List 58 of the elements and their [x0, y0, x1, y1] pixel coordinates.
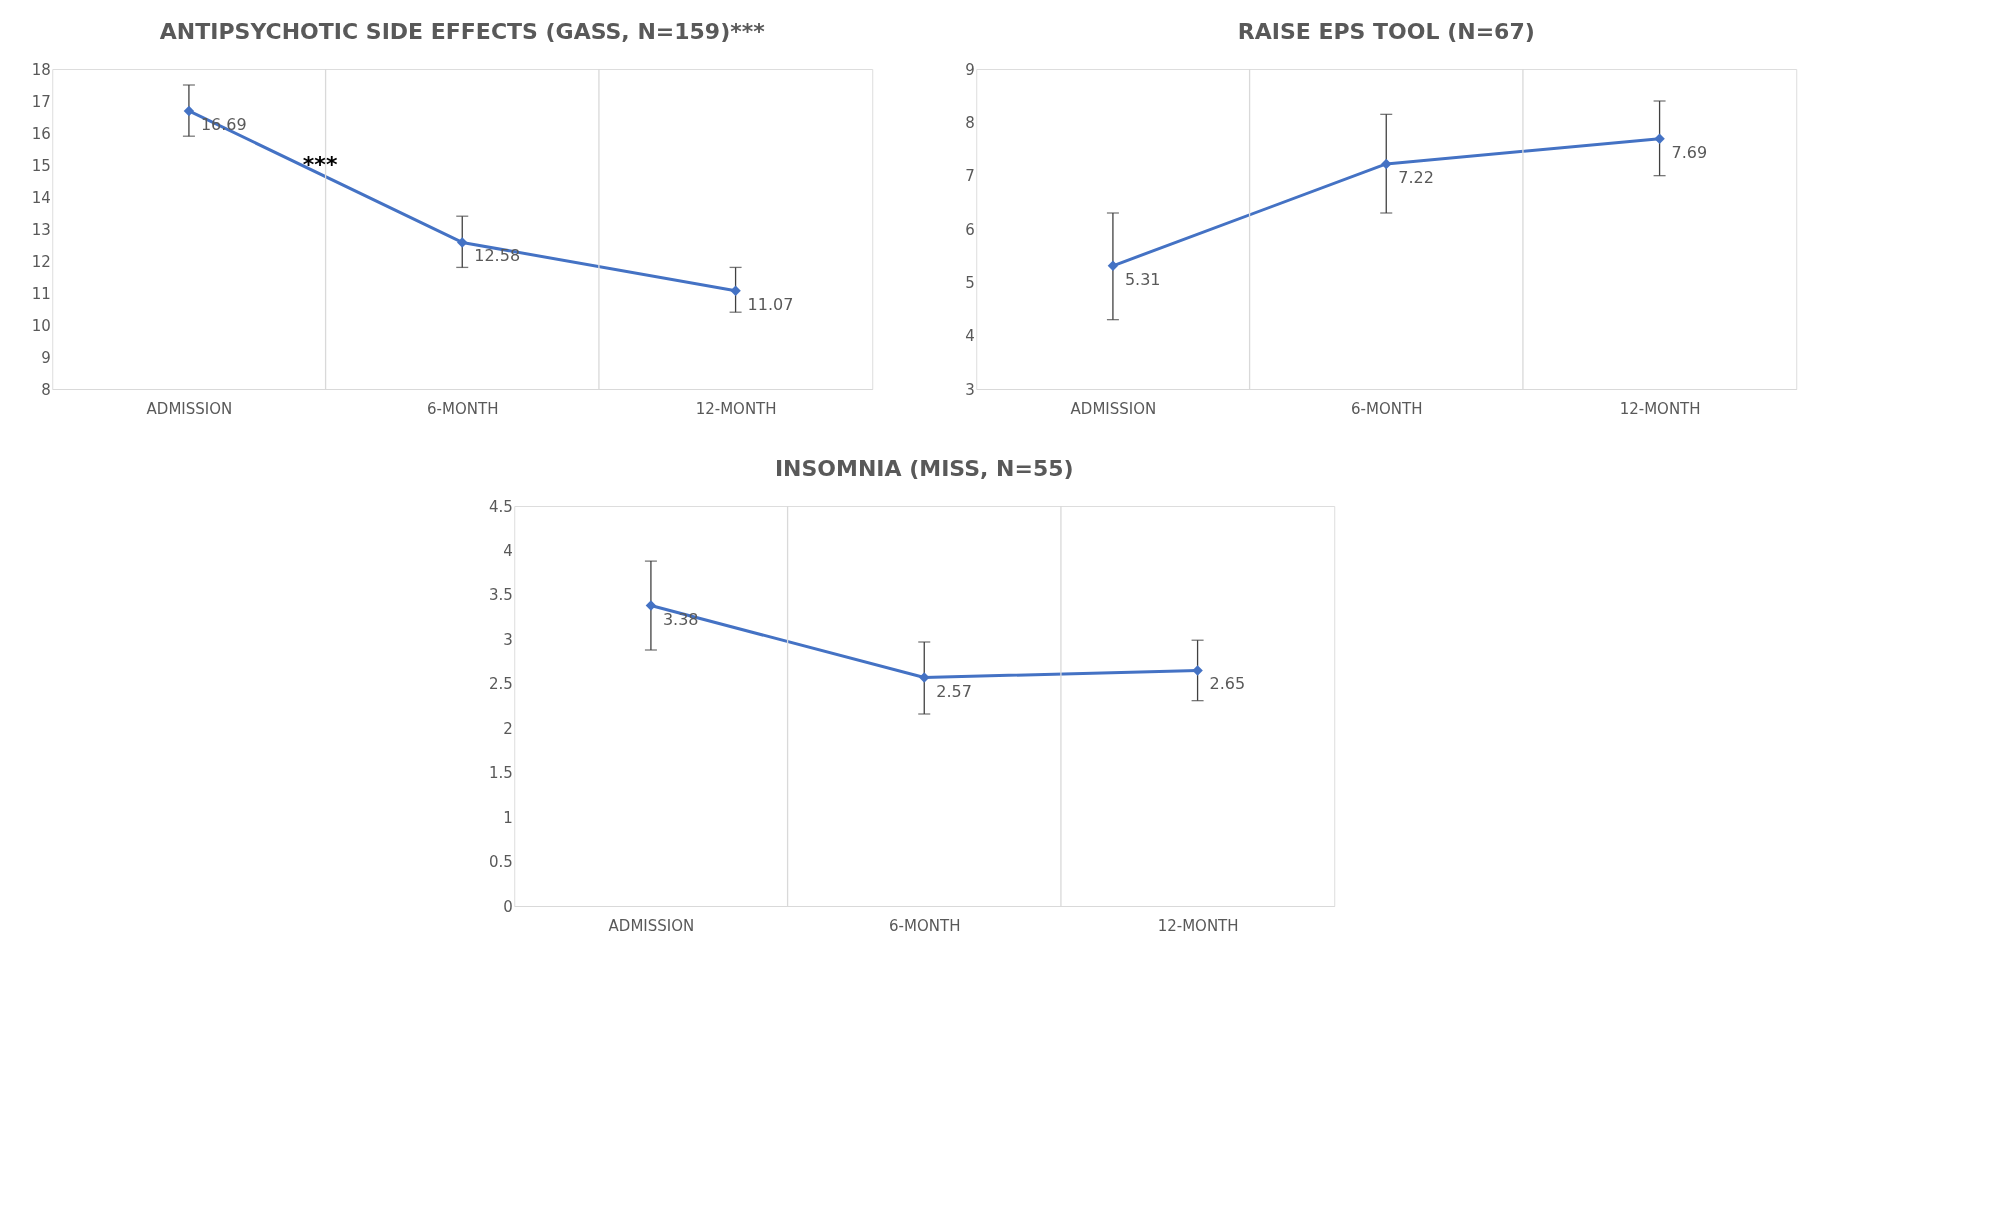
- y-tick-label: 6: [965, 220, 975, 239]
- y-tick-label: 18: [31, 60, 51, 79]
- y-tick-label: 4.5: [488, 497, 513, 516]
- y-tick-label: 17: [31, 92, 51, 111]
- y-tick-label: 1: [503, 808, 513, 827]
- y-tick-label: 4: [503, 541, 513, 560]
- y-tick-label: 12: [31, 252, 51, 271]
- y-tick-label: 7: [965, 167, 975, 186]
- y-tick-label: 3: [965, 380, 975, 399]
- data-label: 12.58: [474, 246, 521, 266]
- x-tick-label: ADMISSION: [608, 916, 695, 935]
- x-tick-label: 12-MONTH: [1157, 916, 1239, 935]
- point: [457, 237, 468, 248]
- y-tick-label: 13: [31, 220, 51, 239]
- y-tick-label: 14: [31, 188, 51, 207]
- x-tick-label: 12-MONTH: [1619, 399, 1701, 418]
- y-tick-label: 8: [965, 113, 975, 132]
- y-tick-label: 10: [31, 316, 51, 335]
- y-tick-label: 1.5: [488, 764, 513, 783]
- point: [183, 105, 195, 117]
- y-tick-label: 2: [503, 719, 513, 738]
- data-label: 2.57: [936, 681, 972, 701]
- data-label: 7.22: [1398, 167, 1434, 187]
- data-label: 5.31: [1124, 269, 1161, 289]
- data-label: 7.69: [1671, 142, 1708, 162]
- y-tick-label: 4: [965, 327, 975, 346]
- point: [645, 600, 657, 611]
- point: [730, 285, 741, 296]
- data-label: 3.38: [662, 609, 699, 629]
- y-tick-label: 9: [965, 60, 975, 79]
- x-tick-label: 6-MONTH: [1351, 399, 1423, 418]
- point: [1107, 260, 1119, 272]
- data-label: 11.07: [747, 294, 794, 314]
- chart-title: ANTIPSYCHOTIC SIDE EFFECTS (GASS, N=159)***: [159, 19, 766, 44]
- y-tick-label: 5: [965, 273, 975, 292]
- y-tick-label: 16: [31, 124, 51, 143]
- x-tick-label: 6-MONTH: [889, 916, 961, 935]
- y-tick-label: 9: [41, 348, 51, 367]
- x-tick-label: 6-MONTH: [427, 399, 499, 418]
- y-tick-label: 0: [503, 897, 513, 916]
- y-tick-label: 8: [41, 380, 51, 399]
- x-tick-label: ADMISSION: [1070, 399, 1157, 418]
- y-tick-label: 11: [31, 284, 51, 303]
- chart-title: INSOMNIA (MISS, N=55): [774, 456, 1074, 481]
- y-tick-label: 3: [503, 630, 513, 649]
- point: [919, 672, 930, 683]
- annotation: ***: [302, 152, 338, 177]
- point: [1192, 665, 1203, 676]
- point: [1654, 133, 1665, 145]
- x-tick-label: 12-MONTH: [695, 399, 777, 418]
- y-tick-label: 3.5: [488, 586, 513, 605]
- x-tick-label: ADMISSION: [146, 399, 233, 418]
- y-tick-label: 2.5: [488, 675, 513, 694]
- data-label: 2.65: [1209, 674, 1246, 694]
- point: [1381, 158, 1392, 170]
- y-tick-label: 0.5: [488, 853, 513, 872]
- chart-title: RAISE EPS TOOL (N=67): [1237, 19, 1535, 44]
- y-tick-label: 15: [31, 156, 51, 175]
